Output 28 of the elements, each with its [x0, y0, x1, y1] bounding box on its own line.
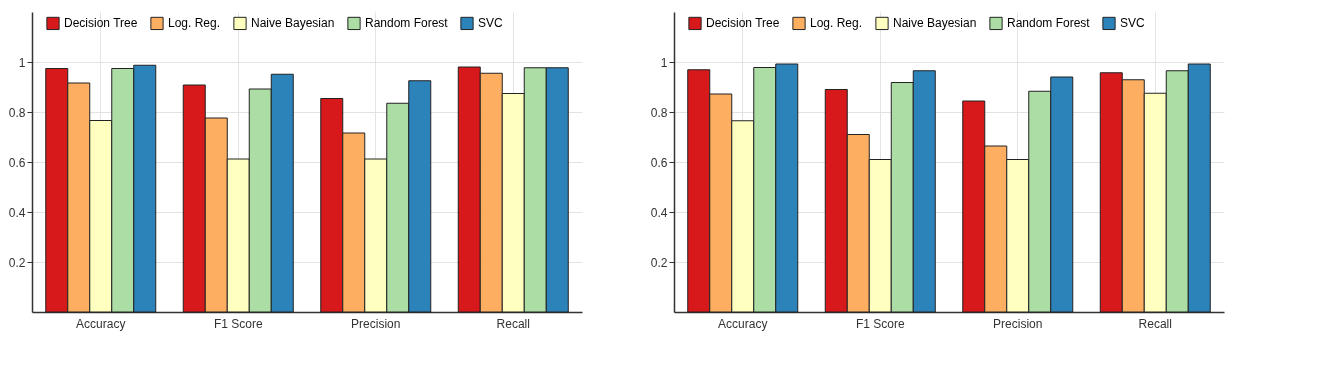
y-tick-label: 0.2	[650, 255, 668, 270]
y-tick-label: 0.4	[650, 205, 668, 220]
legend-label: Log. Reg.	[168, 16, 221, 31]
x-tick-label: Accuracy	[76, 316, 126, 331]
legend-label: SVC	[478, 16, 504, 31]
y-tick-label: 0.6	[650, 155, 668, 170]
y-tick-label: 0.8	[8, 105, 26, 120]
legend-label: Log. Reg.	[810, 16, 863, 31]
x-tick-label: Recall	[1138, 316, 1172, 331]
y-tick-label: 0.4	[8, 205, 26, 220]
legend-label: SVC	[1120, 16, 1146, 31]
y-tick-label: 1	[660, 55, 668, 70]
y-tick-label: 1	[18, 55, 26, 70]
x-tick-label: Accuracy	[718, 316, 768, 331]
x-tick-label: F1 Score	[213, 316, 263, 331]
legend-label: Decision Tree	[706, 16, 780, 31]
x-tick-label: Recall	[496, 316, 530, 331]
x-tick-label: Precision	[351, 316, 401, 331]
legend-label: Naive Bayesian	[893, 16, 977, 31]
x-tick-label: F1 Score	[855, 316, 905, 331]
legend-label: Random Forest	[365, 16, 449, 31]
y-tick-label: 0.2	[8, 255, 26, 270]
x-tick-label: Precision	[993, 316, 1043, 331]
y-tick-label: 0.6	[8, 155, 26, 170]
y-tick-label: 0.8	[650, 105, 668, 120]
legend-label: Random Forest	[1007, 16, 1091, 31]
legend-label: Decision Tree	[64, 16, 138, 31]
legend-label: Naive Bayesian	[251, 16, 335, 31]
